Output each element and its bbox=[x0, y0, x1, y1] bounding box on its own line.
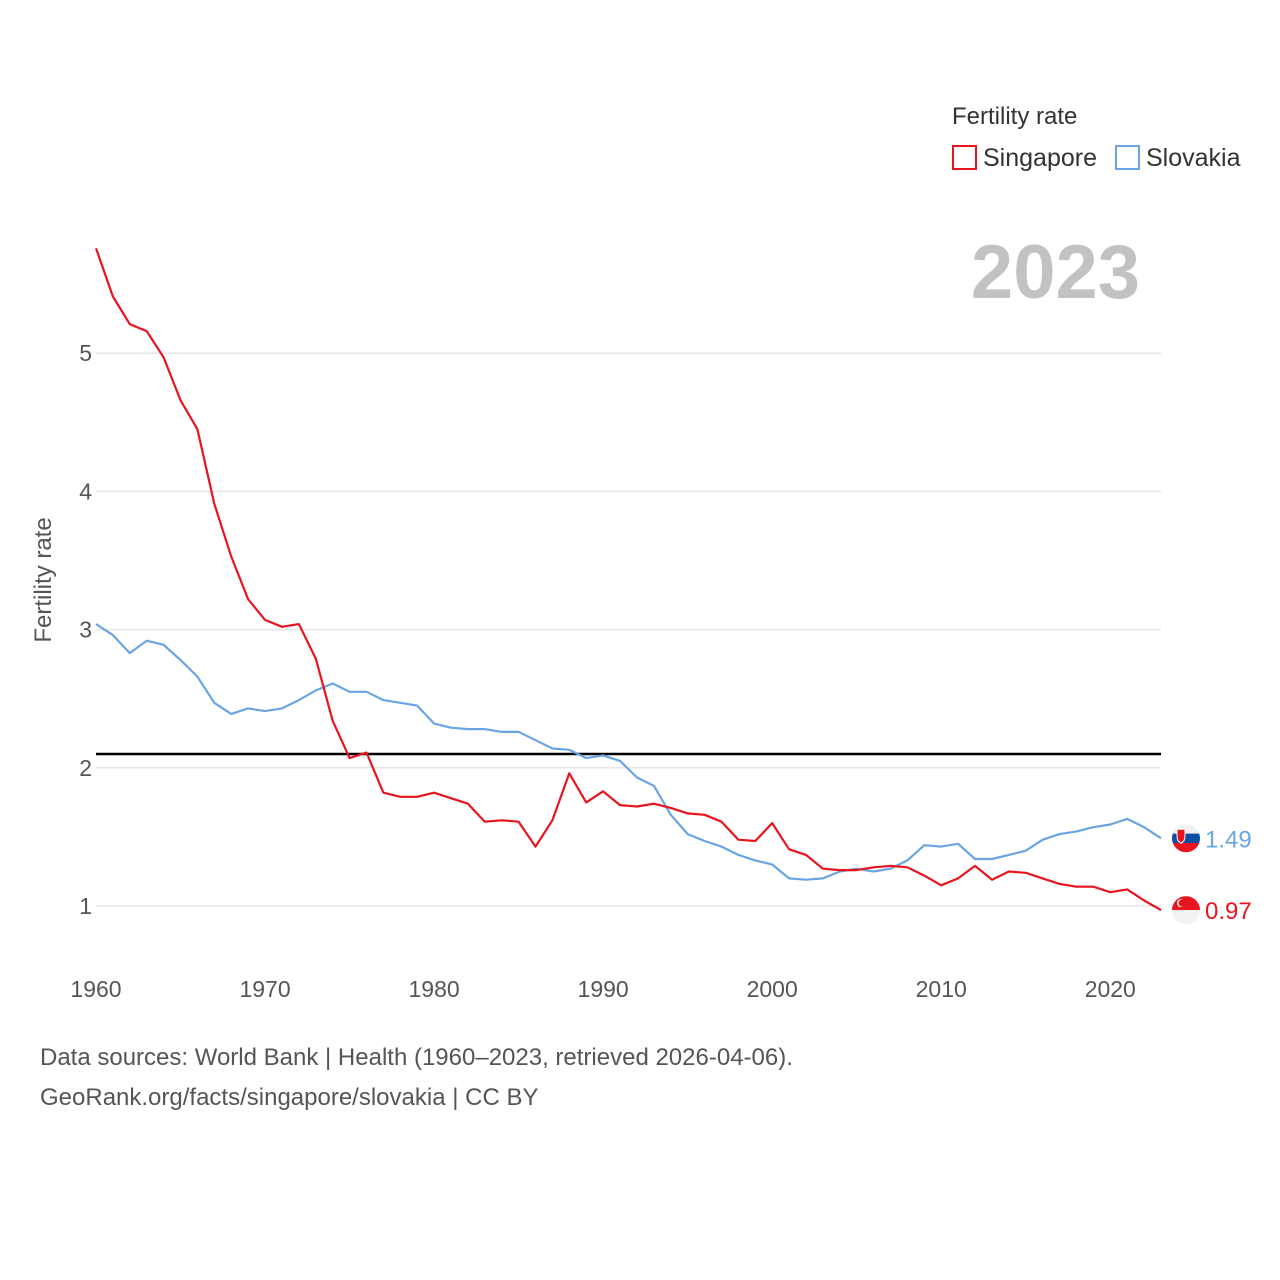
footer-sources: Data sources: World Bank | Health (1960–… bbox=[40, 1044, 793, 1071]
fertility-chart: 1 2 3 4 5 1960 1970 1980 1990 2000 2010 2020 Ferti… bbox=[30, 103, 1252, 1002]
series-line-slovakia bbox=[95, 623, 1162, 881]
x-tick-1960: 1960 bbox=[70, 976, 121, 1002]
series-end-markers: 0.97 1.49 bbox=[1172, 824, 1252, 925]
footer-link[interactable]: GeoRank.org/facts/singapore/slovakia | C… bbox=[40, 1084, 539, 1111]
legend-swatch-slovakia bbox=[1115, 145, 1140, 170]
y-gridlines bbox=[96, 352, 1161, 907]
x-tick-labels: 1960 1970 1980 1990 2000 2010 2020 bbox=[70, 976, 1135, 1002]
x-tick-2020: 2020 bbox=[1085, 976, 1136, 1002]
end-label-slovakia: 1.49 bbox=[1205, 826, 1252, 853]
x-tick-2000: 2000 bbox=[747, 976, 798, 1002]
year-label: 2023 bbox=[971, 230, 1140, 315]
singapore-flag bbox=[1172, 896, 1200, 925]
y-tick-3: 3 bbox=[79, 617, 92, 643]
y-tick-4: 4 bbox=[79, 478, 92, 504]
legend-title: Fertility rate bbox=[952, 103, 1077, 130]
x-tick-2010: 2010 bbox=[916, 976, 967, 1002]
y-tick-2: 2 bbox=[79, 755, 92, 781]
y-tick-5: 5 bbox=[79, 340, 92, 366]
y-tick-labels: 1 2 3 4 5 bbox=[79, 340, 92, 919]
slovakia-flag bbox=[1172, 824, 1200, 853]
series-line-singapore bbox=[94, 247, 1162, 912]
series-lines bbox=[94, 247, 1162, 912]
legend: Fertility rate Singapore Slovakia bbox=[952, 103, 1241, 172]
x-tick-1970: 1970 bbox=[239, 976, 290, 1002]
legend-item-singapore[interactable]: Singapore bbox=[952, 144, 1097, 172]
y-tick-1: 1 bbox=[79, 893, 92, 919]
legend-swatch-singapore bbox=[952, 145, 977, 170]
legend-label-singapore: Singapore bbox=[983, 144, 1097, 172]
legend-item-slovakia[interactable]: Slovakia bbox=[1115, 144, 1241, 172]
x-tick-1990: 1990 bbox=[578, 976, 629, 1002]
x-tick-1980: 1980 bbox=[409, 976, 460, 1002]
legend-label-slovakia: Slovakia bbox=[1146, 144, 1241, 172]
end-label-singapore: 0.97 bbox=[1205, 898, 1252, 925]
y-axis-label: Fertility rate bbox=[30, 517, 57, 642]
